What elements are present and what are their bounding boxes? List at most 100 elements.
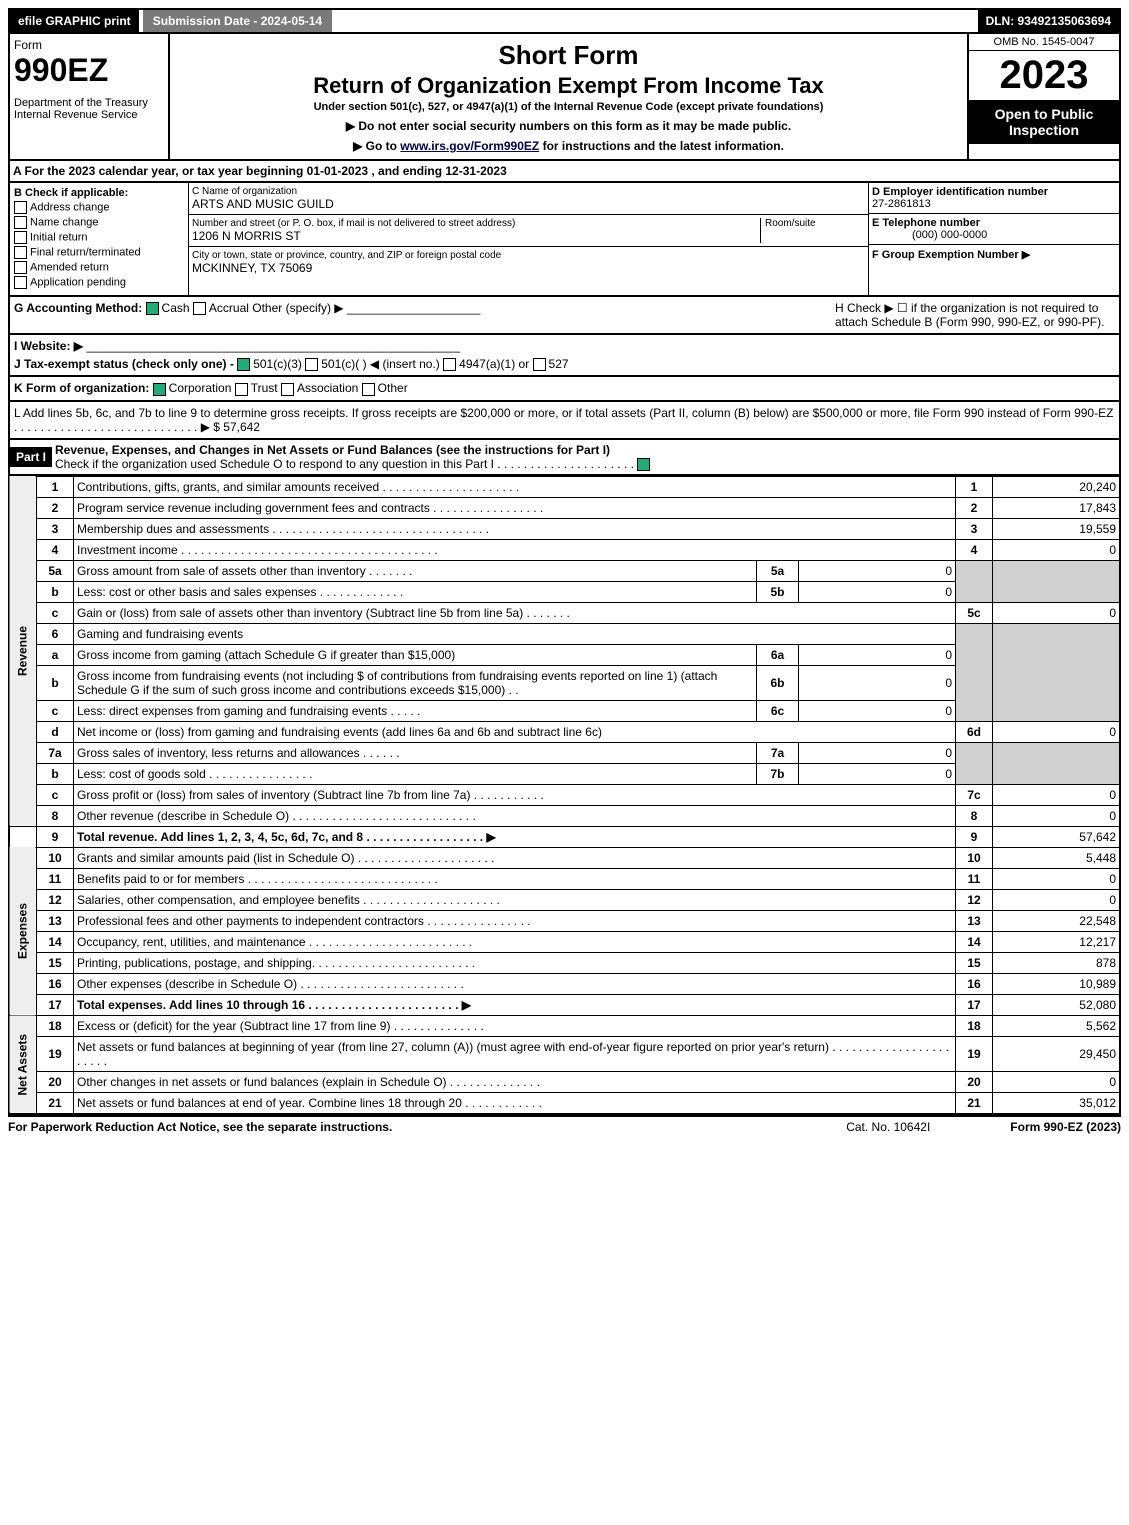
line-18: Net Assets 18Excess or (deficit) for the… <box>9 1015 1120 1036</box>
title-return: Return of Organization Exempt From Incom… <box>176 73 961 99</box>
section-h: H Check ▶ ☐ if the organization is not r… <box>835 301 1115 329</box>
section-k: K Form of organization: Corporation Trus… <box>8 377 1121 401</box>
line-17: 17Total expenses. Add lines 10 through 1… <box>9 994 1120 1015</box>
section-c: C Name of organization ARTS AND MUSIC GU… <box>189 183 868 295</box>
c-name-label: C Name of organization <box>192 186 865 197</box>
chk-501c[interactable] <box>305 358 318 371</box>
i-website-label: I Website: ▶ <box>14 339 83 353</box>
instruction-1: ▶ Do not enter social security numbers o… <box>176 119 961 133</box>
chk-schedule-o[interactable] <box>637 458 650 471</box>
chk-final-return[interactable]: Final return/terminated <box>14 246 184 259</box>
instruction-2: ▶ Go to www.irs.gov/Form990EZ for instru… <box>176 139 961 153</box>
line-6c: cLess: direct expenses from gaming and f… <box>9 700 1120 721</box>
section-b: B Check if applicable: Address change Na… <box>10 183 189 295</box>
line-5a: 5aGross amount from sale of assets other… <box>9 560 1120 581</box>
chk-association[interactable] <box>281 383 294 396</box>
dln-label: DLN: 93492135063694 <box>978 10 1119 32</box>
line-2: 2Program service revenue including gover… <box>9 497 1120 518</box>
e-label: E Telephone number <box>872 217 980 229</box>
side-revenue: Revenue <box>9 476 37 826</box>
line-11: 11Benefits paid to or for members . . . … <box>9 868 1120 889</box>
side-expenses: Expenses <box>9 847 37 1015</box>
submission-date: Submission Date - 2024-05-14 <box>143 10 332 32</box>
g-other: Other (specify) ▶ <box>252 301 343 315</box>
line-12: 12Salaries, other compensation, and empl… <box>9 889 1120 910</box>
line-4: 4Investment income . . . . . . . . . . .… <box>9 539 1120 560</box>
subtitle: Under section 501(c), 527, or 4947(a)(1)… <box>176 101 961 113</box>
section-b-heading: B Check if applicable: <box>14 187 128 199</box>
chk-527[interactable] <box>533 358 546 371</box>
phone-value: (000) 000-0000 <box>872 229 987 241</box>
g-label: G Accounting Method: <box>14 301 142 315</box>
part-1-title: Revenue, Expenses, and Changes in Net As… <box>55 443 610 457</box>
line-9: 9Total revenue. Add lines 1, 2, 3, 4, 5c… <box>9 826 1120 847</box>
part-1-table: Revenue 1Contributions, gifts, grants, a… <box>8 476 1121 1115</box>
part-1-check: Check if the organization used Schedule … <box>55 457 634 471</box>
chk-trust[interactable] <box>235 383 248 396</box>
dept-label: Department of the Treasury Internal Reve… <box>14 97 164 121</box>
line-6: 6Gaming and fundraising events <box>9 623 1120 644</box>
header-mid: Short Form Return of Organization Exempt… <box>170 34 967 159</box>
header-right: OMB No. 1545-0047 2023 Open to Public In… <box>967 34 1119 159</box>
line-8: 8Other revenue (describe in Schedule O) … <box>9 805 1120 826</box>
footer-left: For Paperwork Reduction Act Notice, see … <box>8 1120 392 1134</box>
part-1-header: Part I Revenue, Expenses, and Changes in… <box>8 440 1121 476</box>
line-10: Expenses 10Grants and similar amounts pa… <box>9 847 1120 868</box>
line-13: 13Professional fees and other payments t… <box>9 910 1120 931</box>
chk-4947[interactable] <box>443 358 456 371</box>
form-number: 990EZ <box>14 52 164 89</box>
top-bar: efile GRAPHIC print Submission Date - 20… <box>8 8 1121 34</box>
line-7a: 7aGross sales of inventory, less returns… <box>9 742 1120 763</box>
line-5b: bLess: cost or other basis and sales exp… <box>9 581 1120 602</box>
open-inspection: Open to Public Inspection <box>969 100 1119 144</box>
ein-value: 27-2861813 <box>872 198 931 210</box>
page-footer: For Paperwork Reduction Act Notice, see … <box>8 1115 1121 1134</box>
section-bcd: B Check if applicable: Address change Na… <box>8 183 1121 297</box>
chk-other[interactable] <box>362 383 375 396</box>
footer-right: Form 990-EZ (2023) <box>1010 1120 1121 1134</box>
chk-accrual[interactable] <box>193 302 206 315</box>
line-16: 16Other expenses (describe in Schedule O… <box>9 973 1120 994</box>
line-21: 21Net assets or fund balances at end of … <box>9 1092 1120 1114</box>
efile-label: efile GRAPHIC print <box>10 10 139 32</box>
c-city-label: City or town, state or province, country… <box>192 250 865 261</box>
tax-year: 2023 <box>969 51 1119 100</box>
section-l: L Add lines 5b, 6c, and 7b to line 9 to … <box>8 402 1121 440</box>
room-suite-label: Room/suite <box>760 218 865 243</box>
chk-cash[interactable] <box>146 302 159 315</box>
chk-501c3[interactable] <box>237 358 250 371</box>
chk-name-change[interactable]: Name change <box>14 216 184 229</box>
org-name: ARTS AND MUSIC GUILD <box>192 197 865 211</box>
row-a-period: A For the 2023 calendar year, or tax yea… <box>8 161 1121 183</box>
section-g: G Accounting Method: Cash Accrual Other … <box>14 301 835 329</box>
form-header: Form 990EZ Department of the Treasury In… <box>8 34 1121 161</box>
org-city: MCKINNEY, TX 75069 <box>192 261 865 275</box>
j-tax-label: J Tax-exempt status (check only one) - <box>14 357 234 371</box>
chk-address-change[interactable]: Address change <box>14 201 184 214</box>
d-label: D Employer identification number <box>872 186 1048 198</box>
line-6b: bGross income from fundraising events (n… <box>9 665 1120 700</box>
title-short-form: Short Form <box>176 40 961 71</box>
line-15: 15Printing, publications, postage, and s… <box>9 952 1120 973</box>
line-19: 19Net assets or fund balances at beginni… <box>9 1036 1120 1071</box>
form-word: Form <box>14 38 164 52</box>
chk-initial-return[interactable]: Initial return <box>14 231 184 244</box>
part-1-label: Part I <box>10 447 52 467</box>
line-6a: aGross income from gaming (attach Schedu… <box>9 644 1120 665</box>
section-ij: I Website: ▶ ___________________________… <box>8 335 1121 377</box>
header-left: Form 990EZ Department of the Treasury In… <box>10 34 170 159</box>
line-6d: dNet income or (loss) from gaming and fu… <box>9 721 1120 742</box>
chk-corporation[interactable] <box>153 383 166 396</box>
c-addr-label: Number and street (or P. O. box, if mail… <box>192 218 760 229</box>
side-netassets: Net Assets <box>9 1015 37 1114</box>
chk-application-pending[interactable]: Application pending <box>14 276 184 289</box>
footer-cat: Cat. No. 10642I <box>846 1120 930 1134</box>
irs-link[interactable]: www.irs.gov/Form990EZ <box>400 139 539 153</box>
section-de: D Employer identification number 27-2861… <box>868 183 1119 295</box>
chk-amended-return[interactable]: Amended return <box>14 261 184 274</box>
line-20: 20Other changes in net assets or fund ba… <box>9 1071 1120 1092</box>
line-5c: cGain or (loss) from sale of assets othe… <box>9 602 1120 623</box>
f-label: F Group Exemption Number ▶ <box>872 249 1030 261</box>
line-3: 3Membership dues and assessments . . . .… <box>9 518 1120 539</box>
line-7b: bLess: cost of goods sold . . . . . . . … <box>9 763 1120 784</box>
